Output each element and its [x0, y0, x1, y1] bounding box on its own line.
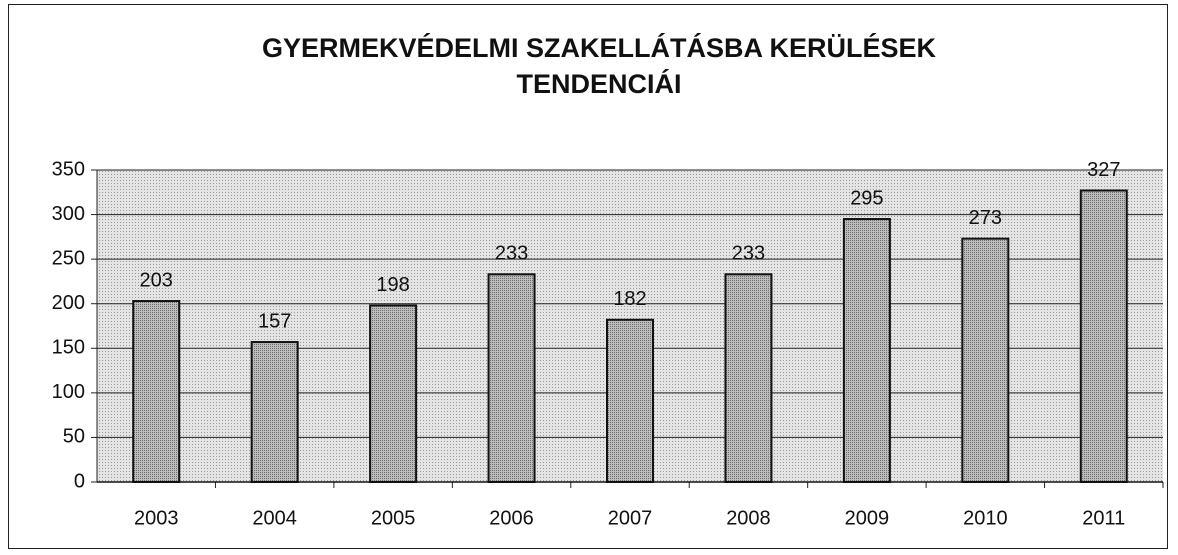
y-tick-label: 150 [52, 337, 85, 359]
bar [250, 341, 299, 483]
bar [724, 273, 773, 483]
chart-title: GYERMEKVÉDELMI SZAKELLÁTÁSBA KERÜLÉSEK T… [261, 33, 937, 99]
x-tick-label: 2003 [134, 507, 179, 529]
y-tick-label: 250 [52, 247, 85, 269]
x-tick-label: 2010 [963, 507, 1008, 529]
y-tick-label: 300 [52, 203, 85, 225]
x-tick-label: 2007 [608, 507, 653, 529]
data-label: 233 [732, 243, 765, 265]
y-tick-label: 100 [52, 381, 85, 403]
bar [369, 304, 418, 483]
data-label: 273 [969, 207, 1002, 229]
y-tick-label: 200 [52, 292, 85, 314]
data-label: 295 [850, 187, 883, 209]
bar [1079, 189, 1128, 483]
x-tick-label: 2006 [489, 507, 534, 529]
data-label: 198 [376, 274, 409, 296]
x-tick-label: 2011 [1082, 507, 1125, 529]
x-tick-label: 2004 [252, 507, 297, 529]
bar [487, 273, 536, 483]
bar [842, 218, 891, 483]
x-tick-label: 2008 [726, 507, 771, 529]
bar [132, 300, 181, 484]
data-label: 327 [1087, 159, 1120, 181]
x-tick-label: 2009 [845, 507, 890, 529]
chart-frame [8, 4, 1168, 549]
data-label: 182 [613, 288, 646, 310]
bar [606, 318, 654, 484]
y-tick-label: 350 [52, 158, 85, 180]
bar [961, 237, 1010, 483]
y-tick-label: 50 [63, 426, 85, 448]
y-tick-label: 0 [74, 470, 85, 492]
data-label: 157 [258, 310, 291, 332]
data-label: 233 [495, 243, 528, 265]
x-tick-label: 2005 [371, 507, 416, 529]
data-label: 203 [140, 269, 173, 291]
